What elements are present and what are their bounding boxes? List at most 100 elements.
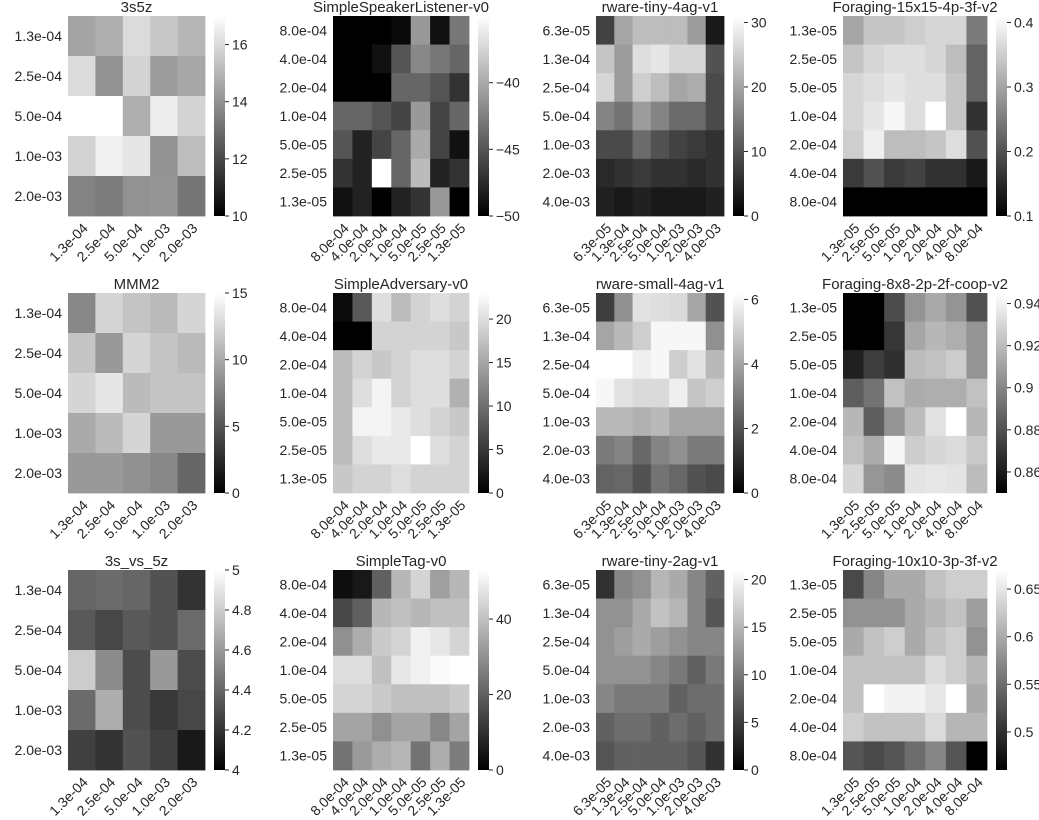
panel-title: Foraging-8x8-2p-2f-coop-v2 (822, 276, 1008, 293)
colorbar-tick-label: 10 (232, 208, 248, 224)
heatmap-cell (966, 378, 988, 408)
heatmap-cell (614, 350, 633, 380)
y-tick-label: 1.3e-05 (280, 748, 328, 764)
y-tick-label: 2.5e-04 (15, 622, 63, 638)
heatmap-cell (650, 187, 670, 217)
heatmap-cell (449, 16, 470, 45)
heatmap-cell (843, 435, 864, 465)
y-tick-label: 4.0e-03 (543, 748, 591, 764)
heatmap-cell (68, 690, 96, 731)
heatmap-cell (925, 464, 947, 494)
heatmap-cell (925, 350, 947, 380)
heatmap-cell (650, 598, 670, 628)
colorbar (733, 16, 744, 216)
heatmap-cell (614, 44, 633, 74)
heatmap-cell (705, 712, 725, 742)
heatmap-cell (945, 16, 967, 45)
heatmap-cell (925, 655, 947, 685)
heatmap-cell (449, 435, 470, 465)
heatmap-cell (352, 741, 373, 771)
heatmap-cell (596, 293, 615, 322)
heatmap-cell (391, 570, 412, 599)
heatmap-cell (705, 570, 725, 599)
heatmap-cell (449, 293, 470, 322)
heatmap-panel-10: rware-tiny-2ag-v1 6.3e-05 1.3e-04 2.5e-04 5.… (543, 553, 767, 819)
heatmap-cell (410, 655, 431, 685)
y-tick-label: 4.0e-04 (790, 442, 838, 458)
heatmap-cell (650, 158, 670, 188)
heatmap-cell (632, 407, 652, 437)
y-tick-label: 2.5e-04 (543, 79, 591, 95)
heatmap-cell (391, 187, 412, 217)
heatmap-cell (687, 16, 707, 45)
colorbar (478, 293, 489, 493)
heatmap-cell (150, 56, 178, 97)
heatmap-cell (352, 130, 373, 160)
heatmap-cell (95, 96, 124, 137)
heatmap-cell (596, 101, 615, 131)
heatmap-cell (177, 56, 206, 97)
y-tick-label: 1.0e-03 (15, 702, 63, 718)
colorbar (478, 570, 489, 770)
heatmap-cell (843, 293, 864, 322)
heatmap-cell (150, 293, 178, 334)
heatmap-cell (449, 570, 470, 599)
heatmap-cell (904, 16, 926, 45)
heatmap-cell (150, 16, 178, 57)
heatmap-cell (449, 321, 470, 351)
y-tick-label: 8.0e-04 (280, 299, 328, 315)
heatmap-cell (705, 407, 725, 437)
heatmap-panel-3: Foraging-15x15-4p-3f-v2 1.3e-05 2.5e-05 5.0… (790, 0, 1034, 265)
heatmap-cell (669, 101, 688, 131)
heatmap-cell (391, 407, 412, 437)
heatmap-cell (449, 684, 470, 714)
heatmap-cell (596, 627, 615, 657)
heatmap-cell (669, 158, 688, 188)
heatmap-cell (632, 378, 652, 408)
heatmap-cell (705, 130, 725, 160)
panel-title: 3s5z (121, 0, 153, 16)
heatmap-cell (95, 453, 124, 494)
heatmap-cell (177, 176, 206, 217)
heatmap-cell (352, 464, 373, 494)
heatmap-cell (449, 187, 470, 217)
heatmap-cell (884, 378, 906, 408)
heatmap-cell (705, 321, 725, 351)
heatmap-cell (333, 741, 353, 771)
heatmap-cell (596, 741, 615, 771)
heatmap-cell (669, 73, 688, 103)
heatmap-cell (410, 407, 431, 437)
heatmap-cell (669, 598, 688, 628)
heatmap-cell (371, 684, 392, 714)
heatmap-cell (177, 730, 206, 771)
colorbar-tick-label: 10 (496, 398, 512, 414)
y-tick-label: 1.3e-04 (543, 605, 591, 621)
heatmap-cell (177, 413, 206, 454)
heatmap-cell (391, 293, 412, 322)
heatmap-cell (632, 130, 652, 160)
heatmap-cell (884, 655, 906, 685)
heatmap-cell (410, 44, 431, 74)
heatmap-cell (430, 187, 450, 217)
heatmap-cell (705, 464, 725, 494)
heatmap-cell (904, 130, 926, 160)
heatmap-cell (391, 44, 412, 74)
y-tick-label: 6.3e-05 (543, 576, 591, 592)
heatmap-cell (371, 712, 392, 742)
heatmap-cell (371, 101, 392, 131)
heatmap-cell (333, 321, 353, 351)
heatmap-cell (391, 741, 412, 771)
heatmap-cell (687, 407, 707, 437)
heatmap-cell (430, 407, 450, 437)
y-tick-label: 1.3e-05 (790, 22, 838, 38)
heatmap-cell (884, 684, 906, 714)
heatmap-cell (687, 187, 707, 217)
heatmap-cell (391, 101, 412, 131)
heatmap-cell (449, 741, 470, 771)
heatmap-cell (95, 413, 124, 454)
colorbar-tick-label: 0 (751, 762, 759, 778)
heatmap-cell (925, 73, 947, 103)
y-tick-label: 2.0e-03 (543, 165, 591, 181)
heatmap-cell (863, 655, 885, 685)
heatmap-cell (391, 598, 412, 628)
